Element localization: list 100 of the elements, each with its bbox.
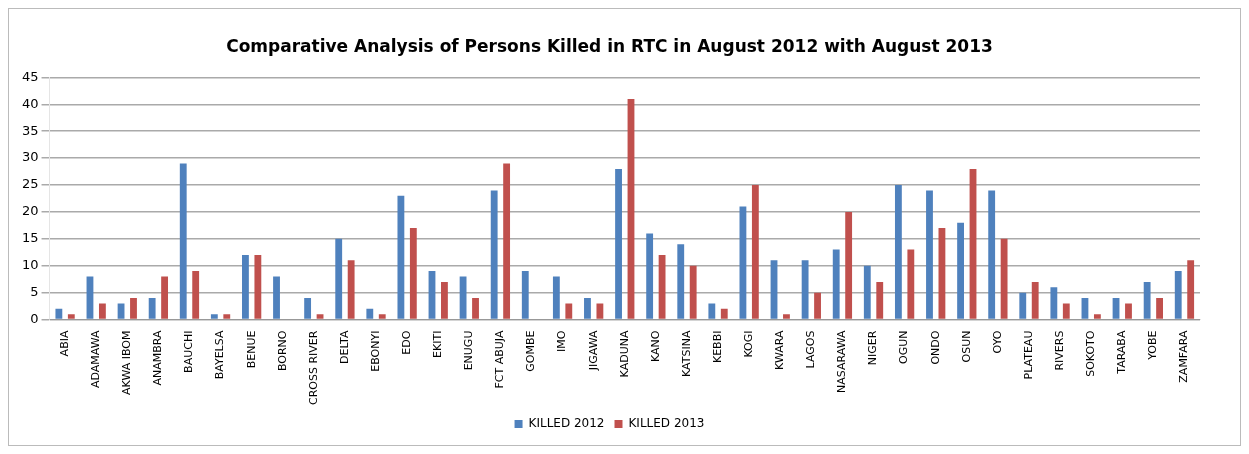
x-tick-label: BAYELSA bbox=[213, 330, 227, 380]
x-tick-label: BAUCHI bbox=[182, 330, 196, 373]
bar bbox=[783, 314, 790, 319]
x-tick-label: ENUGU bbox=[462, 330, 476, 371]
x-tick-label: TARABA bbox=[1115, 330, 1129, 375]
x-tick-label: OSUN bbox=[959, 330, 973, 363]
bar bbox=[242, 254, 249, 319]
bar bbox=[409, 228, 417, 319]
bar bbox=[273, 276, 280, 319]
x-tick-label: KOGI bbox=[742, 330, 755, 358]
bar bbox=[210, 314, 218, 319]
bar bbox=[801, 260, 809, 319]
x-tick-label: ZAMFARA bbox=[1177, 330, 1191, 383]
bar bbox=[832, 249, 840, 319]
y-tick-label: 35 bbox=[22, 122, 39, 138]
bar bbox=[503, 163, 511, 319]
x-tick-label: KWARA bbox=[773, 330, 787, 370]
bar bbox=[254, 254, 262, 319]
bar bbox=[926, 190, 933, 319]
y-tick-label: 30 bbox=[22, 149, 39, 165]
bar bbox=[615, 168, 622, 319]
bar bbox=[1093, 314, 1101, 319]
bar bbox=[397, 195, 405, 319]
bar bbox=[907, 249, 915, 319]
bar bbox=[521, 271, 529, 319]
legend-label: KILLED 2013 bbox=[628, 416, 705, 431]
bar bbox=[490, 190, 498, 319]
bar bbox=[304, 298, 312, 319]
y-tick-label: 25 bbox=[22, 176, 39, 192]
x-tick-label: KEBBI bbox=[710, 330, 724, 364]
x-tick-label: BENUE bbox=[244, 330, 258, 369]
bar bbox=[677, 244, 685, 319]
bar bbox=[316, 314, 324, 319]
x-tick-label: IMO bbox=[555, 330, 569, 352]
bar bbox=[192, 271, 200, 319]
bar bbox=[814, 292, 821, 319]
bar bbox=[689, 265, 697, 319]
x-tick-label: OYO bbox=[990, 330, 1004, 354]
bar bbox=[1174, 271, 1182, 319]
bar bbox=[957, 222, 964, 319]
bar bbox=[751, 185, 759, 319]
bar bbox=[55, 308, 63, 319]
bar bbox=[565, 303, 573, 319]
bar bbox=[459, 276, 467, 319]
bar bbox=[148, 298, 156, 319]
x-tick-label: JIGAWA bbox=[586, 330, 600, 372]
bar bbox=[720, 308, 728, 319]
x-tick-label: KANO bbox=[648, 330, 662, 362]
bar bbox=[1062, 303, 1070, 319]
bar bbox=[1143, 281, 1151, 319]
x-tick-label: EDO bbox=[399, 330, 413, 355]
bar bbox=[117, 303, 125, 319]
y-tick-label: 20 bbox=[22, 203, 39, 219]
bar bbox=[98, 303, 106, 319]
x-tick-label: KADUNA bbox=[617, 330, 631, 378]
x-tick-label: CROSS RIVER bbox=[306, 330, 320, 405]
bar bbox=[596, 303, 604, 319]
x-tick-label: OGUN bbox=[897, 330, 911, 365]
bar bbox=[584, 298, 591, 319]
bar bbox=[366, 308, 374, 319]
bar bbox=[378, 314, 386, 319]
bar bbox=[876, 281, 884, 319]
bar bbox=[552, 276, 560, 319]
bar bbox=[1050, 287, 1058, 319]
x-tick-label: GOMBE bbox=[524, 330, 538, 372]
x-tick-label: BORNO bbox=[275, 330, 289, 372]
y-tick-label: 45 bbox=[22, 68, 39, 84]
bar bbox=[161, 276, 169, 319]
y-tick-label: 0 bbox=[30, 310, 39, 326]
bar bbox=[472, 298, 479, 319]
bar bbox=[1000, 238, 1008, 319]
x-tick-label: DELTA bbox=[337, 330, 351, 364]
bar bbox=[708, 303, 716, 319]
legend-label: KILLED 2012 bbox=[528, 416, 605, 431]
bar bbox=[1187, 260, 1195, 319]
x-tick-label: EKITI bbox=[431, 330, 445, 358]
bar bbox=[863, 265, 871, 319]
x-tick-label: FCT ABUJA bbox=[493, 330, 507, 389]
bar bbox=[179, 163, 187, 319]
x-tick-label: RIVERS bbox=[1052, 330, 1066, 371]
x-tick-label: NIGER bbox=[866, 330, 880, 366]
x-tick-label: PLATEAU bbox=[1021, 330, 1035, 380]
x-tick-label: SOKOTO bbox=[1084, 330, 1098, 377]
y-tick-label: 5 bbox=[30, 284, 39, 300]
x-tick-label: ONDO bbox=[928, 330, 942, 365]
bar bbox=[1019, 292, 1027, 319]
x-tick-label: AKWA IBOM bbox=[120, 330, 134, 395]
bar bbox=[441, 281, 448, 319]
x-tick-label: YOBE bbox=[1146, 330, 1160, 361]
x-tick-label: EBONYI bbox=[368, 330, 382, 372]
bar bbox=[646, 233, 654, 319]
x-tick-label: NASARAWA bbox=[835, 330, 849, 393]
bar bbox=[347, 260, 355, 319]
bar bbox=[845, 211, 853, 319]
bar bbox=[1156, 298, 1163, 319]
y-tick-label: 40 bbox=[22, 95, 39, 111]
x-tick-label: ABIA bbox=[57, 330, 71, 357]
bar bbox=[223, 314, 231, 319]
y-tick-label: 15 bbox=[22, 230, 39, 246]
x-tick-label: KATSINA bbox=[679, 330, 693, 377]
